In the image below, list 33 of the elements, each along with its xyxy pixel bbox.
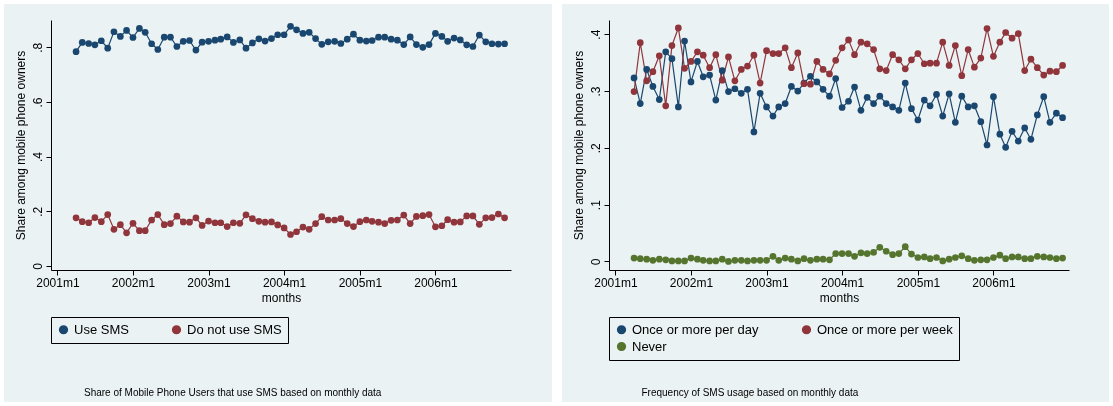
x-tick-label: 2004m1	[820, 275, 865, 290]
y-tick-label: .2	[30, 206, 45, 217]
x-tick-label: 2006m1	[971, 275, 1016, 290]
x-tick-label: 2002m1	[111, 275, 156, 290]
x-axis-title: months	[819, 290, 859, 305]
legend-label: Once or more per week	[816, 321, 953, 337]
x-tick-label: 2002m1	[669, 275, 713, 290]
x-tick-label: 2003m1	[187, 275, 232, 290]
x-tick-label: 2003m1	[744, 275, 789, 290]
y-tick-label: .2	[588, 143, 602, 154]
text: Share of Mobile Phone Users that use SMS based on monthly data	[84, 387, 382, 398]
x-tick-label: 2001m1	[36, 275, 80, 290]
legend-label: Use SMS	[74, 321, 130, 337]
text: Frequency of SMS usage based on monthly data	[641, 387, 859, 398]
y-tick-label: .6	[30, 97, 45, 108]
legend-label: Once or more per day	[631, 321, 759, 337]
legend-label: Do not use SMS	[187, 321, 282, 337]
y-tick-label: 0	[30, 262, 45, 270]
x-axis-title: months	[261, 290, 302, 305]
x-tick-label: 2004m1	[262, 275, 307, 290]
legend-label: Never	[631, 338, 667, 354]
y-tick-label: .4	[588, 29, 602, 40]
y-tick-label: .8	[30, 42, 45, 53]
y-tick-label: .1	[588, 199, 602, 211]
x-tick-label: 2006m1	[414, 275, 458, 290]
x-tick-label: 2001m1	[593, 275, 638, 290]
y-axis-title: Share among mobile phone owners	[13, 50, 28, 241]
x-tick-label: 2005m1	[896, 275, 940, 290]
x-tick-label: 2005m1	[338, 275, 383, 290]
y-tick-label: .4	[30, 151, 45, 163]
y-tick-label: 0	[588, 258, 602, 266]
y-tick-label: .3	[588, 86, 602, 97]
y-axis-title: Share among mobile phone owners	[571, 50, 585, 241]
